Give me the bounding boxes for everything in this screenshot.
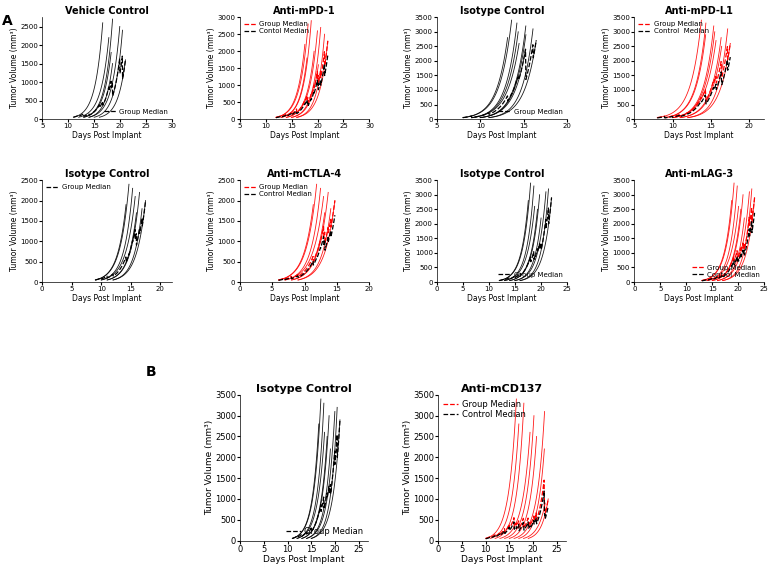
Title: Isotype Control: Isotype Control — [459, 6, 545, 17]
Title: Anti-mLAG-3: Anti-mLAG-3 — [664, 170, 733, 179]
Title: Anti-mPD-1: Anti-mPD-1 — [273, 6, 336, 17]
Legend: Group Median: Group Median — [46, 183, 111, 191]
X-axis label: Days Post Implant: Days Post Implant — [664, 131, 734, 140]
X-axis label: Days Post Implant: Days Post Implant — [72, 131, 142, 140]
Legend: Group Median: Group Median — [498, 108, 564, 116]
Title: Anti-mCD137: Anti-mCD137 — [461, 384, 543, 394]
Y-axis label: Tumor Volume (mm³): Tumor Volume (mm³) — [10, 28, 18, 109]
X-axis label: Days Post Implant: Days Post Implant — [270, 294, 339, 302]
Y-axis label: Tumor Volume (mm³): Tumor Volume (mm³) — [402, 420, 412, 515]
Title: Isotype Control: Isotype Control — [65, 170, 150, 179]
Text: B: B — [146, 365, 157, 379]
Legend: Group Median, Control Median: Group Median, Control Median — [442, 399, 526, 420]
Legend: Group Median, Control  Median: Group Median, Control Median — [637, 21, 710, 35]
Title: Isotype Control: Isotype Control — [459, 170, 545, 179]
Title: Anti-mCTLA-4: Anti-mCTLA-4 — [267, 170, 342, 179]
Title: Vehicle Control: Vehicle Control — [65, 6, 149, 17]
Y-axis label: Tumor Volume (mm³): Tumor Volume (mm³) — [207, 191, 216, 271]
Text: A: A — [2, 14, 12, 28]
X-axis label: Days Post Implant: Days Post Implant — [467, 294, 537, 302]
Title: Isotype Control: Isotype Control — [257, 384, 352, 394]
X-axis label: Days Post Implant: Days Post Implant — [467, 131, 537, 140]
X-axis label: Days Post Implant: Days Post Implant — [72, 294, 142, 302]
Y-axis label: Tumor Volume (mm³): Tumor Volume (mm³) — [602, 28, 611, 109]
X-axis label: Days Post Implant: Days Post Implant — [462, 555, 543, 564]
Y-axis label: Tumor Volume (mm³): Tumor Volume (mm³) — [207, 28, 216, 109]
Y-axis label: Tumor Volume (mm³): Tumor Volume (mm³) — [405, 28, 413, 109]
Y-axis label: Tumor Volume (mm³): Tumor Volume (mm³) — [405, 191, 413, 271]
X-axis label: Days Post Implant: Days Post Implant — [664, 294, 734, 302]
X-axis label: Days Post Implant: Days Post Implant — [270, 131, 339, 140]
Legend: Group Median, Control Median: Group Median, Control Median — [691, 264, 760, 278]
X-axis label: Days Post Implant: Days Post Implant — [263, 555, 345, 564]
Legend: Group Median: Group Median — [103, 108, 169, 116]
Title: Anti-mPD-L1: Anti-mPD-L1 — [665, 6, 733, 17]
Legend: Group Median: Group Median — [498, 271, 564, 278]
Y-axis label: Tumor Volume (mm³): Tumor Volume (mm³) — [602, 191, 611, 271]
Legend: Group Median: Group Median — [285, 526, 364, 536]
Legend: Group Median, Control Median: Group Median, Control Median — [243, 183, 313, 198]
Y-axis label: Tumor Volume (mm³): Tumor Volume (mm³) — [10, 191, 18, 271]
Legend: Group Median, Contol Median: Group Median, Contol Median — [243, 21, 310, 35]
Y-axis label: Tumor Volume (mm³): Tumor Volume (mm³) — [204, 420, 214, 515]
